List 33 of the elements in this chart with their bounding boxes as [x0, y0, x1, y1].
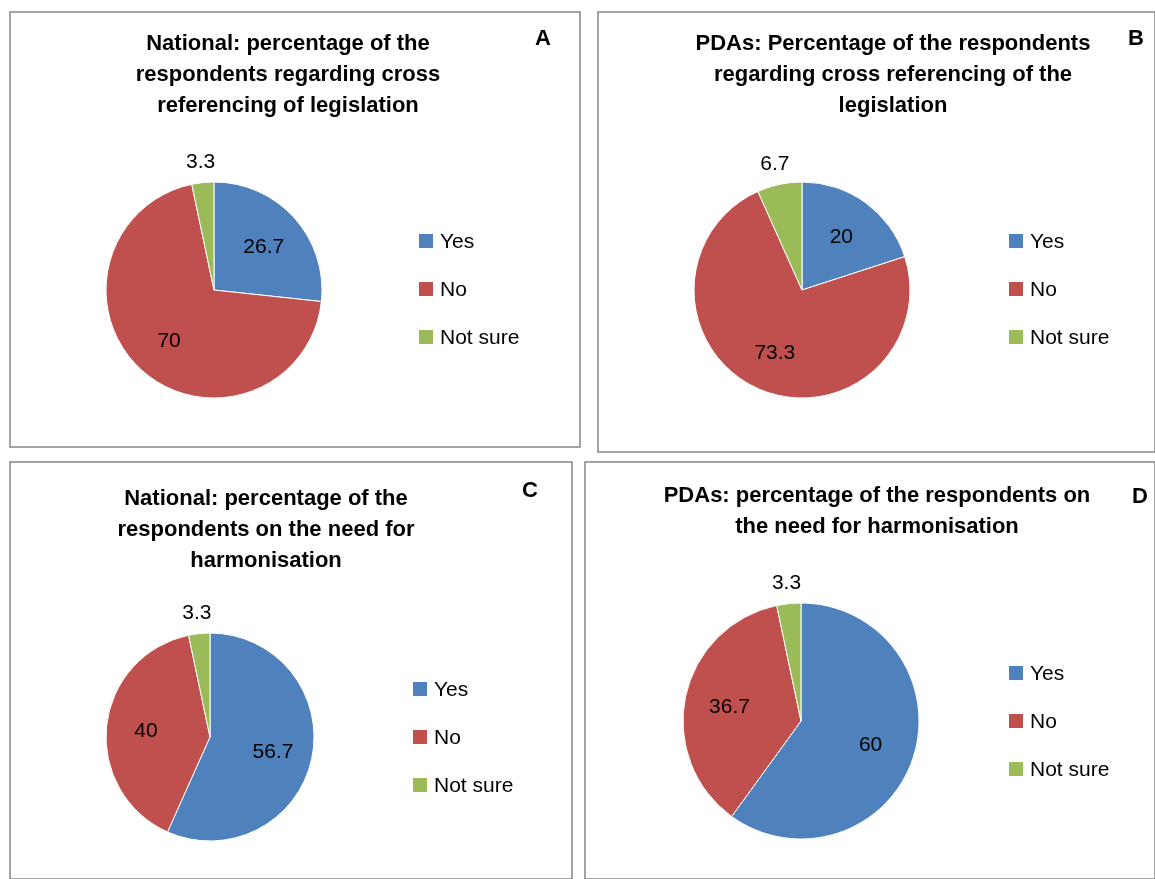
legend-label: No [434, 725, 461, 749]
chart-title: National: percentage of the respondents regarding cross referencing of legislation [135, 30, 441, 117]
legend-label: Yes [1030, 229, 1065, 253]
legend-label: No [1030, 709, 1057, 733]
legend-label: Not sure [434, 773, 514, 797]
legend-label: Yes [440, 229, 475, 253]
legend-label: No [1030, 277, 1057, 301]
pie-slice [105, 183, 322, 399]
legend-label: Not sure [1030, 757, 1110, 781]
data-label: 6.7 [760, 151, 790, 175]
data-label: 40 [134, 718, 158, 742]
data-label: 3.3 [182, 600, 212, 624]
chart-title: PDAs: percentage of the respondents on the need for harmonisation [663, 482, 1091, 538]
chart-title: PDAs: Percentage of the respondents regarding cross referencing of the legislation [695, 30, 1091, 117]
text: A [535, 25, 552, 50]
data-label: 60 [858, 731, 883, 755]
data-label: 70 [157, 328, 181, 352]
text: B [1128, 25, 1144, 50]
data-label: 73.3 [754, 339, 796, 363]
data-label: 26.7 [243, 233, 285, 257]
data-label: 56.7 [252, 738, 294, 762]
data-label: 20 [829, 224, 854, 248]
data-label: 3.3 [771, 570, 802, 594]
text: C [522, 477, 539, 502]
text: D [1132, 483, 1148, 508]
legend-label: No [440, 277, 467, 301]
legend-label: Not sure [440, 325, 520, 349]
legend-label: Yes [1030, 661, 1065, 685]
data-label: 36.7 [709, 694, 750, 718]
chart-title: National: percentage of the respondents on the need for harmonisation [117, 485, 415, 572]
data-label: 3.3 [185, 149, 216, 173]
legend-label: Yes [434, 677, 469, 701]
legend-label: Not sure [1030, 325, 1110, 349]
